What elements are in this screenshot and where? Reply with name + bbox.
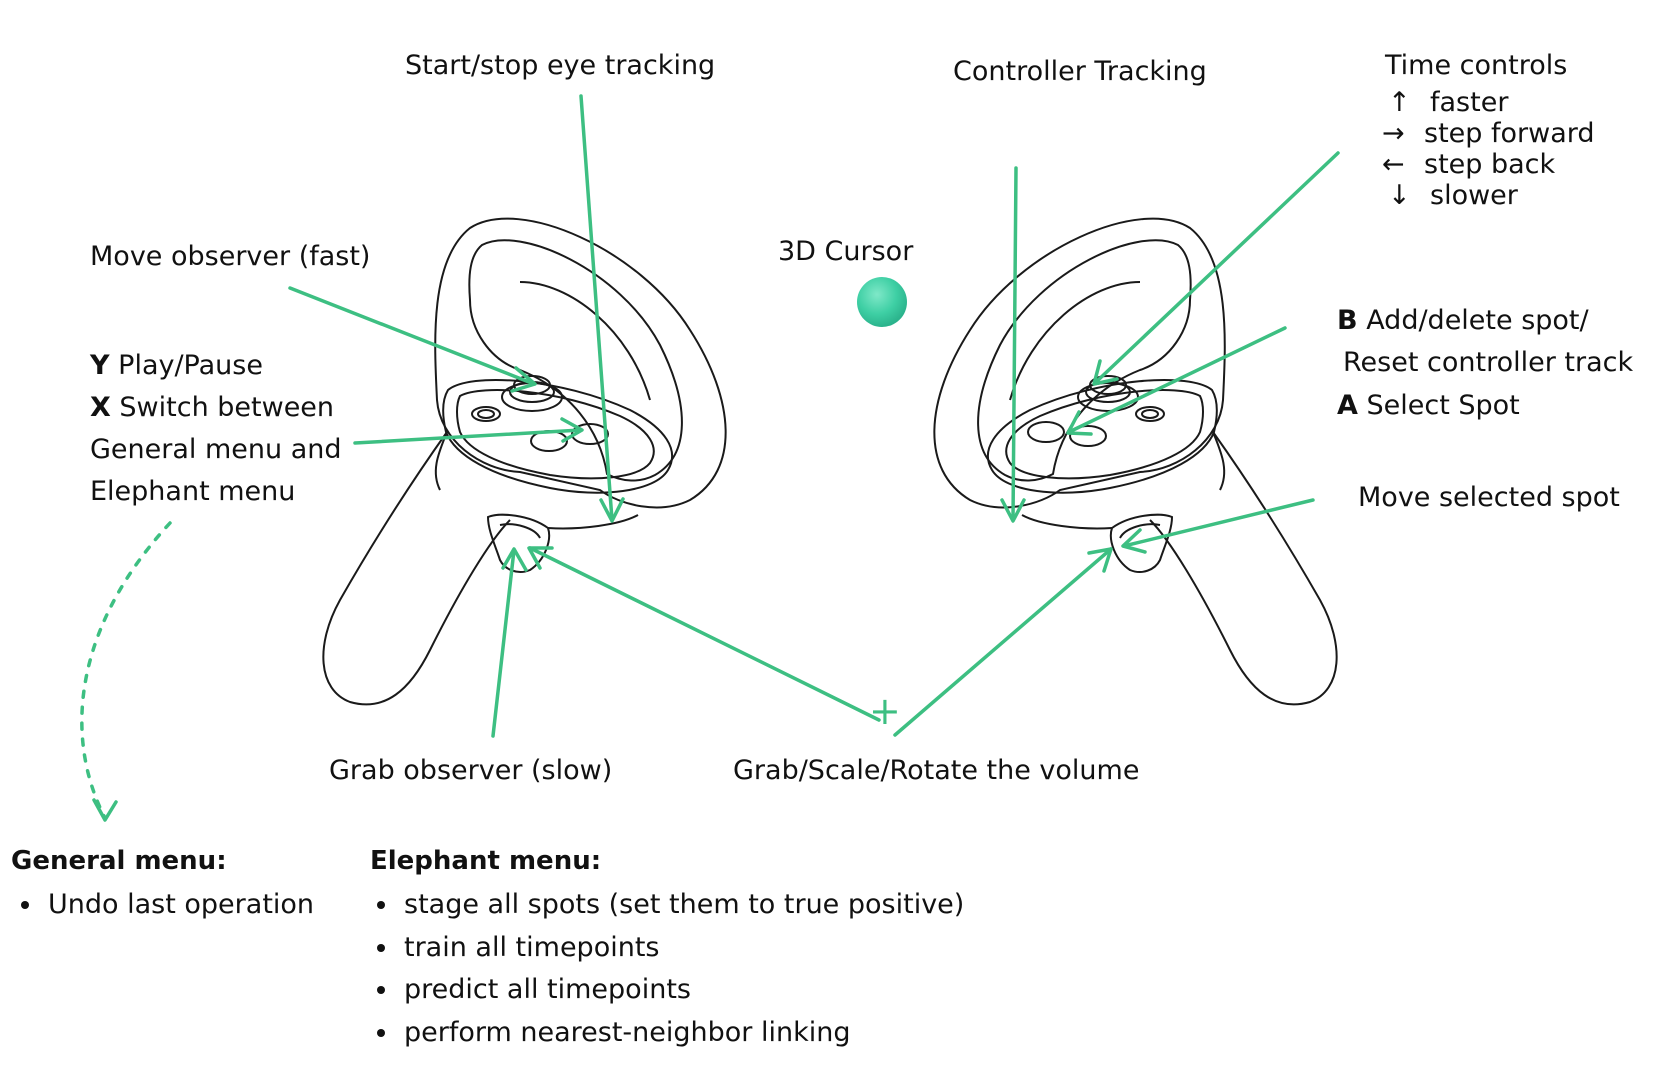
plus-sign: +	[869, 689, 901, 733]
grab-scale-rotate-label: Grab/Scale/Rotate the volume	[733, 755, 1140, 786]
elephant-menu-title: Elephant menu:	[370, 846, 602, 876]
3d-cursor-sphere-icon	[857, 277, 907, 327]
a-key: A	[1337, 390, 1358, 421]
time-control-label: step forward	[1424, 118, 1595, 149]
a-text: Select Spot	[1366, 390, 1520, 421]
b-button-label-line2: Reset controller track	[1343, 347, 1634, 378]
time-control-step-back: ← step back	[1382, 149, 1555, 180]
right-vr-controller-icon	[933, 217, 1338, 706]
general-menu-title: General menu:	[11, 846, 227, 876]
general-menu-list: Undo last operation	[0, 884, 314, 927]
elephant-menu-list: stage all spots (set them to true positi…	[356, 884, 964, 1054]
time-control-step-forward: → step forward	[1382, 118, 1595, 149]
grab-observer-slow-label: Grab observer (slow)	[329, 755, 613, 786]
cursor-3d-label: 3D Cursor	[778, 236, 914, 267]
list-item: train all timepoints	[400, 927, 964, 970]
list-item: perform nearest-neighbor linking	[400, 1012, 964, 1055]
b-key: B	[1337, 305, 1358, 336]
time-controls-title: Time controls	[1385, 50, 1568, 81]
time-control-slower: ↓ slower	[1388, 180, 1518, 211]
move-observer-fast-label: Move observer (fast)	[90, 241, 371, 272]
controller-tracking-label: Controller Tracking	[953, 56, 1207, 87]
annotation-arrows	[80, 94, 1340, 822]
x-key: X	[90, 392, 111, 423]
eye-tracking-label: Start/stop eye tracking	[405, 50, 716, 81]
time-control-label: slower	[1430, 180, 1518, 211]
x-button-label-line2: General menu and	[90, 434, 342, 465]
b-button-label: B Add/delete spot/	[1337, 305, 1589, 336]
arrow-up-icon: ↑	[1388, 87, 1411, 118]
a-button-label: A Select Spot	[1337, 390, 1520, 421]
list-item: Undo last operation	[44, 884, 314, 927]
move-selected-spot-label: Move selected spot	[1358, 482, 1620, 513]
time-control-label: faster	[1430, 87, 1509, 118]
y-button-label: Y Play/Pause	[90, 350, 263, 381]
b-text: Add/delete spot/	[1366, 305, 1589, 336]
x-button-label: X Switch between	[90, 392, 334, 423]
x-button-label-line3: Elephant menu	[90, 476, 296, 507]
y-text: Play/Pause	[118, 350, 263, 381]
arrow-right-icon: →	[1382, 118, 1405, 149]
y-key: Y	[90, 350, 110, 381]
list-item: predict all timepoints	[400, 969, 964, 1012]
time-control-faster: ↑ faster	[1388, 87, 1508, 118]
x-text: Switch between	[119, 392, 335, 423]
left-vr-controller-icon	[322, 217, 727, 706]
arrow-left-icon: ←	[1382, 149, 1405, 180]
list-item: stage all spots (set them to true positi…	[400, 884, 964, 927]
time-control-label: step back	[1424, 149, 1556, 180]
arrow-down-icon: ↓	[1388, 180, 1411, 211]
